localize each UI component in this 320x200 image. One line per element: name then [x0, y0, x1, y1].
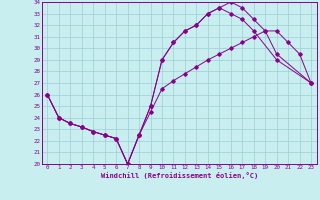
X-axis label: Windchill (Refroidissement éolien,°C): Windchill (Refroidissement éolien,°C): [100, 172, 258, 179]
